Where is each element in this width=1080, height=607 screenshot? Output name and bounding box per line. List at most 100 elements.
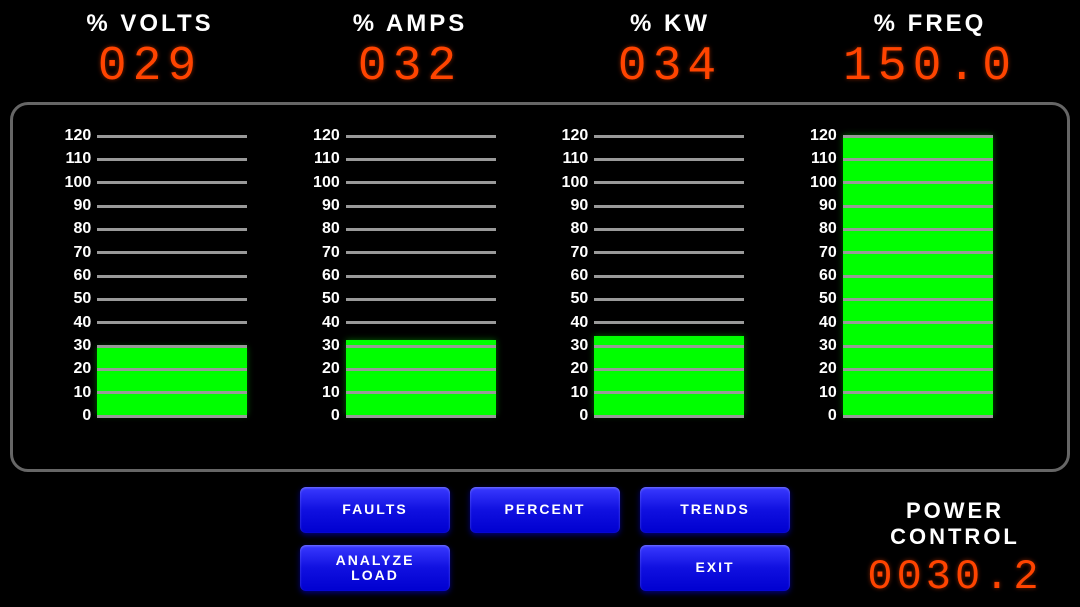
tick-line <box>346 415 496 418</box>
gauge-title: % AMPS <box>280 10 540 38</box>
tick-label: 50 <box>803 290 837 308</box>
tick-row: 90 <box>554 197 774 215</box>
tick-line <box>594 205 744 208</box>
tick-row: 100 <box>803 174 1023 192</box>
tick-line <box>594 275 744 278</box>
tick-row: 10 <box>554 384 774 402</box>
tick-row: 40 <box>57 314 277 332</box>
tick-line <box>97 391 247 394</box>
tick-label: 90 <box>306 197 340 215</box>
tick-row: 70 <box>803 244 1023 262</box>
tick-label: 10 <box>803 384 837 402</box>
tick-label: 90 <box>803 197 837 215</box>
tick-label: 110 <box>554 150 588 168</box>
tick-row: 70 <box>306 244 526 262</box>
tick-row: 70 <box>554 244 774 262</box>
tick-line <box>346 345 496 348</box>
tick-label: 100 <box>803 174 837 192</box>
tick-line <box>594 345 744 348</box>
tick-line <box>594 321 744 324</box>
tick-row: 90 <box>306 197 526 215</box>
tick-label: 80 <box>803 220 837 238</box>
tick-row: 110 <box>803 150 1023 168</box>
tick-label: 120 <box>554 127 588 145</box>
percent-button[interactable]: PERCENT <box>470 487 620 533</box>
tick-row: 50 <box>554 290 774 308</box>
gauge-header-amps: % AMPS 032 <box>280 10 540 94</box>
tick-label: 30 <box>554 337 588 355</box>
tick-row: 20 <box>803 360 1023 378</box>
tick-row: 0 <box>306 407 526 425</box>
tick-row: 10 <box>803 384 1023 402</box>
tick-label: 40 <box>554 314 588 332</box>
gauge-header-kw: % KW 034 <box>540 10 800 94</box>
tick-label: 110 <box>803 150 837 168</box>
analyze-load-button[interactable]: ANALYZE LOAD <box>300 545 450 591</box>
bottom-bar: FAULTS PERCENT TRENDS ANALYZE LOAD EXIT … <box>0 487 1080 607</box>
tick-line <box>346 298 496 301</box>
exit-button[interactable]: EXIT <box>640 545 790 591</box>
tick-row: 20 <box>57 360 277 378</box>
tick-row: 30 <box>803 337 1023 355</box>
tick-row: 90 <box>803 197 1023 215</box>
header-row: % VOLTS 029 % AMPS 032 % KW 034 % FREQ 1… <box>0 0 1080 94</box>
tick-line <box>97 228 247 231</box>
tick-label: 30 <box>803 337 837 355</box>
power-title-line1: POWER <box>906 498 1004 523</box>
tick-line <box>843 415 993 418</box>
power-control-title: POWER CONTROL <box>850 498 1060 549</box>
tick-line <box>843 345 993 348</box>
tick-row: 20 <box>306 360 526 378</box>
tick-label: 20 <box>803 360 837 378</box>
tick-label: 10 <box>57 384 91 402</box>
gauge-scale: 1201101009080706050403020100 <box>554 135 774 415</box>
tick-label: 70 <box>306 244 340 262</box>
tick-row: 60 <box>57 267 277 285</box>
tick-line <box>843 391 993 394</box>
tick-label: 50 <box>306 290 340 308</box>
tick-label: 120 <box>803 127 837 145</box>
tick-line <box>97 368 247 371</box>
tick-line <box>843 181 993 184</box>
tick-line <box>594 368 744 371</box>
tick-row: 100 <box>306 174 526 192</box>
tick-line <box>346 391 496 394</box>
tick-row: 80 <box>57 220 277 238</box>
tick-row: 30 <box>306 337 526 355</box>
tick-row: 120 <box>803 127 1023 145</box>
tick-line <box>843 368 993 371</box>
tick-label: 40 <box>803 314 837 332</box>
power-control-readout: 0030.2 <box>850 553 1060 601</box>
gauge-readout: 034 <box>540 40 800 94</box>
tick-line <box>843 135 993 138</box>
gauge-readout: 150.0 <box>800 40 1060 94</box>
tick-row: 50 <box>306 290 526 308</box>
tick-label: 90 <box>57 197 91 215</box>
tick-line <box>594 251 744 254</box>
tick-line <box>594 135 744 138</box>
tick-row: 120 <box>306 127 526 145</box>
tick-row: 50 <box>57 290 277 308</box>
tick-label: 80 <box>554 220 588 238</box>
tick-line <box>843 205 993 208</box>
tick-label: 80 <box>57 220 91 238</box>
tick-row: 90 <box>57 197 277 215</box>
faults-button[interactable]: FAULTS <box>300 487 450 533</box>
tick-label: 40 <box>57 314 91 332</box>
tick-line <box>97 205 247 208</box>
power-title-line2: CONTROL <box>890 524 1020 549</box>
trends-button[interactable]: TRENDS <box>640 487 790 533</box>
tick-row: 60 <box>306 267 526 285</box>
gauge-scale: 1201101009080706050403020100 <box>803 135 1023 415</box>
tick-label: 80 <box>306 220 340 238</box>
tick-row: 40 <box>306 314 526 332</box>
tick-row: 120 <box>57 127 277 145</box>
tick-label: 10 <box>306 384 340 402</box>
tick-line <box>346 251 496 254</box>
tick-row: 80 <box>554 220 774 238</box>
tick-row: 10 <box>306 384 526 402</box>
tick-label: 40 <box>306 314 340 332</box>
tick-label: 70 <box>554 244 588 262</box>
tick-row: 20 <box>554 360 774 378</box>
tick-line <box>843 275 993 278</box>
